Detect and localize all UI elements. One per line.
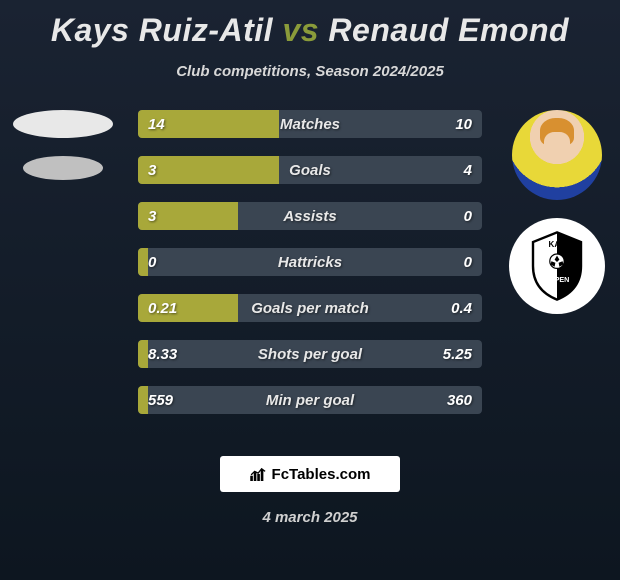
stat-label: Goals xyxy=(138,156,482,184)
player2-column: KAS EUPEN xyxy=(502,110,612,314)
subtitle: Club competitions, Season 2024/2025 xyxy=(0,63,620,80)
player1-avatar-placeholder xyxy=(13,110,113,138)
svg-text:EUPEN: EUPEN xyxy=(545,275,570,284)
stat-label: Goals per match xyxy=(138,294,482,322)
stat-bar: Goals3 4 xyxy=(138,156,482,184)
stat-value-right: 10 xyxy=(455,110,472,138)
player1-column xyxy=(8,110,118,180)
stat-value-left: 0.21 xyxy=(148,294,177,322)
player1-name: Kays Ruiz-Atil xyxy=(51,12,273,48)
stat-bar: Assists3 0 xyxy=(138,202,482,230)
stat-bar: Hattricks0 0 xyxy=(138,248,482,276)
stat-label: Shots per goal xyxy=(138,340,482,368)
stat-value-right: 360 xyxy=(447,386,472,414)
chart-icon xyxy=(250,467,268,481)
stat-label: Matches xyxy=(138,110,482,138)
stat-value-left: 3 xyxy=(148,202,156,230)
vs-separator: vs xyxy=(282,12,319,48)
stat-value-right: 5.25 xyxy=(443,340,472,368)
stat-bars: Matches1410Goals34Assists30Hattricks00Go… xyxy=(138,110,482,414)
svg-text:KAS: KAS xyxy=(549,240,567,249)
stat-value-right: 0.4 xyxy=(451,294,472,322)
comparison-content: KAS EUPEN Matches1410Goals34Assists30Hat… xyxy=(0,110,620,450)
stat-value-left: 559 xyxy=(148,386,173,414)
stat-label: Assists xyxy=(138,202,482,230)
stat-value-left: 8.33 xyxy=(148,340,177,368)
stat-label: Min per goal xyxy=(138,386,482,414)
comparison-title: Kays Ruiz-Atil vs Renaud Emond xyxy=(0,0,620,49)
stat-label: Hattricks xyxy=(138,248,482,276)
player2-avatar xyxy=(512,110,602,200)
player2-name: Renaud Emond xyxy=(328,12,569,48)
stat-value-right: 0 xyxy=(464,202,472,230)
stat-bar: Shots per goal8.33 5.25 xyxy=(138,340,482,368)
brand-badge[interactable]: FcTables.com xyxy=(220,456,400,492)
club-badge-icon: KAS EUPEN xyxy=(517,226,597,306)
player1-club-placeholder xyxy=(23,156,103,180)
stat-value-left: 0 xyxy=(148,248,156,276)
player2-club-logo: KAS EUPEN xyxy=(509,218,605,314)
footer-date: 4 march 2025 xyxy=(0,509,620,526)
stat-bar: Matches14 10 xyxy=(138,110,482,138)
stat-value-right: 0 xyxy=(464,248,472,276)
stat-value-left: 14 xyxy=(148,110,165,138)
stat-bar: Min per goal559 360 xyxy=(138,386,482,414)
stat-bar: Goals per match0.21 0.4 xyxy=(138,294,482,322)
brand-text: FcTables.com xyxy=(272,466,371,483)
stat-value-right: 4 xyxy=(464,156,472,184)
stat-value-left: 3 xyxy=(148,156,156,184)
